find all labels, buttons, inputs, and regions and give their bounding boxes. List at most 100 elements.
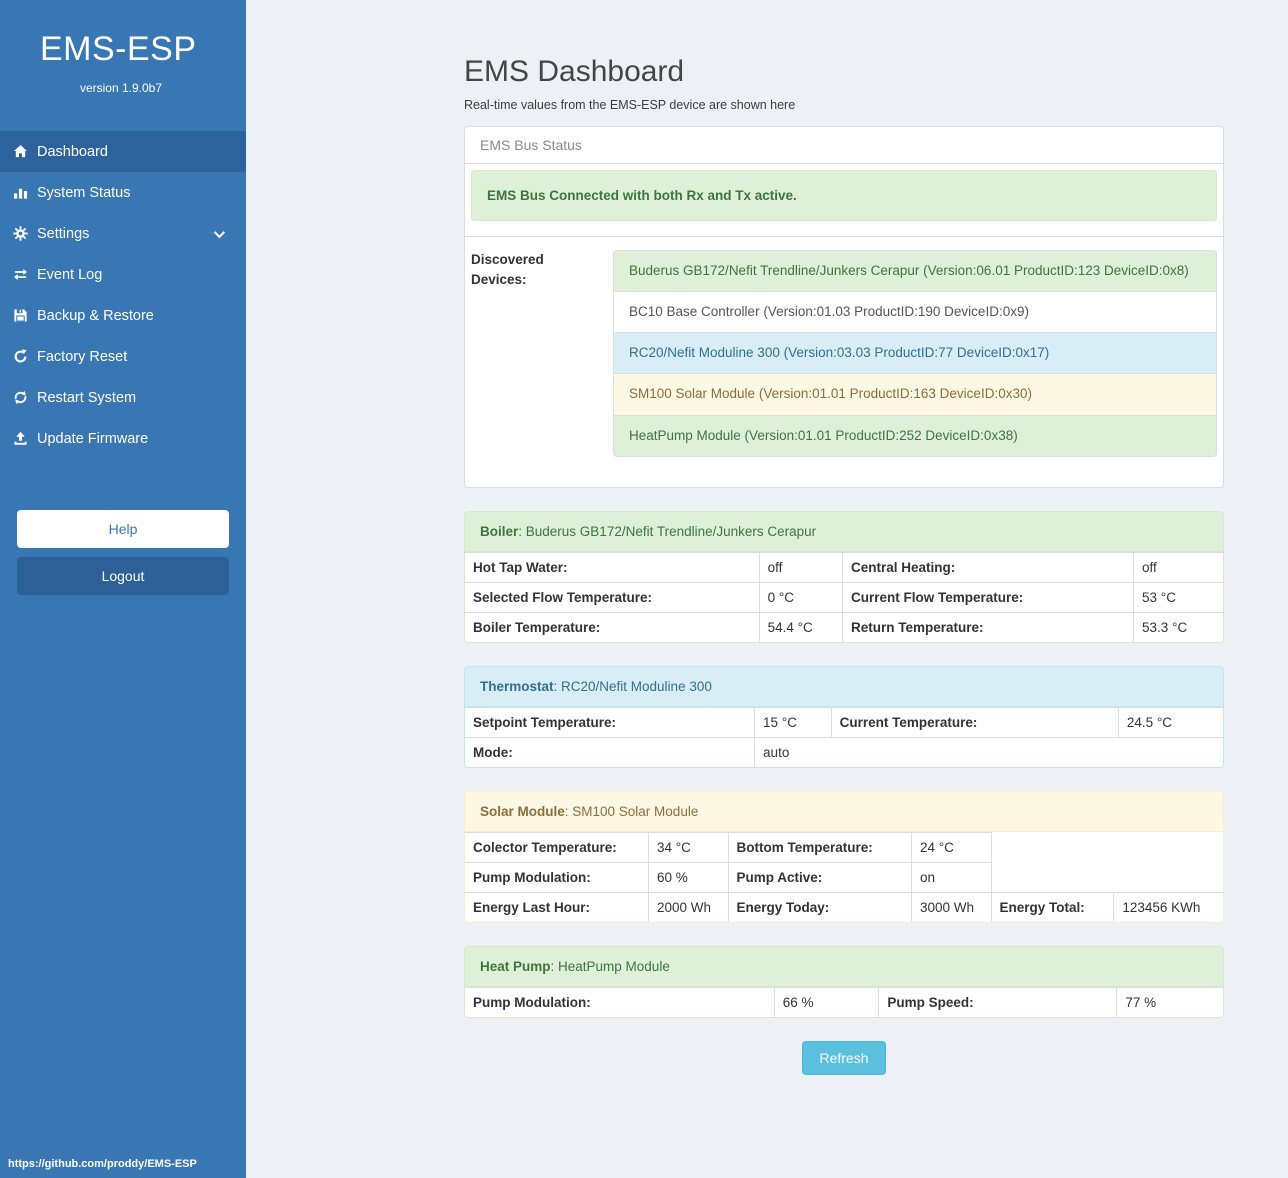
thermostat-panel: Thermostat: RC20/Nefit Moduline 300 Setp…	[464, 665, 1224, 768]
device-item: RC20/Nefit Moduline 300 (Version:03.03 P…	[613, 332, 1217, 375]
field-value: 15 °C	[754, 706, 832, 738]
heat-pump-panel: Heat Pump: HeatPump Module Pump Modulati…	[464, 945, 1224, 1018]
table-row: Boiler Temperature: 54.4 °C Return Tempera…	[465, 611, 1223, 642]
field-label: Bottom Temperature:	[727, 831, 912, 863]
page-subtitle: Real-time values from the EMS-ESP device…	[464, 97, 796, 112]
field-value: 24 °C	[910, 831, 992, 863]
main-content: EMS Dashboard Real-time values from the …	[246, 0, 1288, 1135]
panel-subtitle: : HeatPump Module	[550, 958, 670, 974]
solar-module-panel-heading: Solar Module: SM100 Solar Module	[465, 791, 1223, 832]
field-value: 3000 Wh	[910, 891, 992, 922]
field-value: 34 °C	[647, 831, 729, 863]
table-row: Hot Tap Water: off Central Heating: off	[465, 551, 1223, 583]
field-value: 54.4 °C	[758, 611, 843, 642]
field-value: on	[910, 861, 992, 893]
field-label: Mode:	[465, 736, 756, 767]
thermostat-table: Setpoint Temperature: 15 °C Current Temper…	[465, 706, 1223, 767]
dashboard-container: EMS Dashboard Real-time values from the …	[464, 56, 1224, 1075]
refresh-button[interactable]: Refresh	[802, 1040, 886, 1075]
field-value: 2000 Wh	[647, 891, 729, 922]
ems-bus-status-panel: EMS Bus Status EMS Bus Connected with bo…	[464, 125, 1224, 488]
sidebar-item-label: Factory Reset	[37, 348, 128, 365]
solar-module-panel: Solar Module: SM100 Solar Module Colecto…	[464, 790, 1224, 923]
field-value: auto	[754, 736, 1223, 767]
field-label: Return Temperature:	[841, 611, 1135, 642]
logout-button[interactable]: Logout	[17, 557, 229, 595]
table-row: Pump Modulation: 66 % Pump Speed: 77 %	[465, 986, 1223, 1017]
sidebar-item-factory-reset[interactable]: Factory Reset	[0, 336, 246, 377]
sidebar-item-label: Event Log	[37, 266, 103, 283]
table-row: Energy Last Hour: 2000 Wh Energy Today: 300…	[465, 891, 1223, 922]
boiler-panel-heading: Boiler: Buderus GB172/Nefit Trendline/Ju…	[465, 511, 1223, 552]
field-label: Boiler Temperature:	[465, 611, 760, 642]
chevron-down-icon	[213, 226, 226, 238]
field-label: Selected Flow Temperature:	[465, 581, 760, 613]
field-value: 0 °C	[758, 581, 843, 613]
rotate-icon	[11, 349, 29, 365]
panel-subtitle: : Buderus GB172/Nefit Trendline/Junkers …	[518, 523, 817, 539]
bus-connected-alert: EMS Bus Connected with both Rx and Tx ac…	[471, 169, 1217, 221]
sidebar-item-backup-restore[interactable]: Backup & Restore	[0, 295, 246, 336]
solar-module-table: Colector Temperature: 34 °C Bottom Tempera…	[465, 831, 1223, 922]
sidebar-item-system-status[interactable]: System Status	[0, 172, 246, 213]
sidebar-item-restart-system[interactable]: Restart System	[0, 377, 246, 418]
boiler-table: Hot Tap Water: off Central Heating: off Sele…	[465, 551, 1223, 642]
page-title: EMS Dashboard	[464, 55, 685, 88]
field-label: Pump Modulation:	[465, 861, 649, 893]
heat-pump-panel-heading: Heat Pump: HeatPump Module	[465, 946, 1223, 987]
sidebar-item-update-firmware[interactable]: Update Firmware	[0, 418, 246, 459]
sidebar-item-event-log[interactable]: Event Log	[0, 254, 246, 295]
panel-subtitle: : RC20/Nefit Moduline 300	[553, 678, 712, 694]
help-button[interactable]: Help	[17, 510, 229, 548]
field-value: off	[758, 551, 843, 583]
gear-icon	[11, 226, 29, 242]
field-label: Energy Total:	[990, 891, 1115, 922]
panel-title: Heat Pump	[480, 958, 551, 974]
field-value: 66 %	[773, 986, 880, 1017]
field-label: Energy Last Hour:	[465, 891, 649, 922]
field-label: Central Heating:	[841, 551, 1135, 583]
device-item: Buderus GB172/Nefit Trendline/Junkers Ce…	[613, 249, 1217, 292]
discovered-devices-label: Discovered Devices:	[471, 251, 544, 287]
device-item: BC10 Base Controller (Version:01.03 Prod…	[613, 290, 1217, 333]
sidebar-item-label: Update Firmware	[37, 430, 149, 447]
field-value: 24.5 °C	[1117, 706, 1223, 738]
panel-title: Thermostat	[480, 678, 554, 694]
sidebar: EMS-ESP version 1.9.0b7 Dashboard System…	[0, 0, 246, 1178]
sidebar-item-settings[interactable]: Settings	[0, 213, 246, 254]
field-label: Setpoint Temperature:	[465, 706, 756, 738]
app-version: version 1.9.0b7	[79, 81, 163, 95]
field-label: Current Temperature:	[830, 706, 1119, 738]
exchange-icon	[11, 267, 29, 283]
sidebar-item-label: Settings	[37, 225, 90, 242]
table-row: Selected Flow Temperature: 0 °C Current Fl…	[465, 581, 1223, 613]
upload-icon	[11, 431, 29, 447]
sidebar-item-label: Backup & Restore	[37, 307, 154, 324]
save-icon	[11, 308, 29, 324]
field-label: Pump Modulation:	[465, 986, 775, 1017]
device-list: Buderus GB172/Nefit Trendline/Junkers Ce…	[613, 249, 1217, 457]
chart-icon	[11, 185, 29, 201]
sidebar-item-label: Restart System	[37, 389, 137, 406]
table-row: Pump Modulation: 60 % Pump Active: on	[465, 861, 1223, 893]
boiler-panel: Boiler: Buderus GB172/Nefit Trendline/Ju…	[464, 510, 1224, 643]
field-value: 77 %	[1116, 986, 1223, 1017]
table-row: Setpoint Temperature: 15 °C Current Temper…	[465, 706, 1223, 738]
thermostat-panel-heading: Thermostat: RC20/Nefit Moduline 300	[465, 666, 1223, 707]
brand-block: EMS-ESP version 1.9.0b7	[0, 0, 200, 95]
github-link[interactable]: https://github.com/proddy/EMS-ESP	[8, 1158, 197, 1170]
field-value: 123456 KWh	[1113, 891, 1223, 922]
panel-subtitle: : SM100 Solar Module	[564, 803, 699, 819]
field-label: Pump Speed:	[878, 986, 1118, 1017]
sync-icon	[11, 390, 29, 406]
panel-title: Solar Module	[480, 803, 565, 819]
ems-bus-status-body: EMS Bus Connected with both Rx and Tx ac…	[465, 164, 1223, 487]
app-title: EMS-ESP	[40, 30, 197, 68]
sidebar-item-dashboard[interactable]: Dashboard	[0, 131, 246, 172]
field-value: 60 %	[647, 861, 729, 893]
panel-title: Boiler	[480, 523, 519, 539]
sidebar-item-label: Dashboard	[37, 143, 108, 160]
field-value: off	[1133, 551, 1223, 583]
discovered-devices-section: Discovered Devices: Buderus GB172/Nefit …	[465, 235, 1223, 481]
field-label: Pump Active:	[727, 861, 912, 893]
